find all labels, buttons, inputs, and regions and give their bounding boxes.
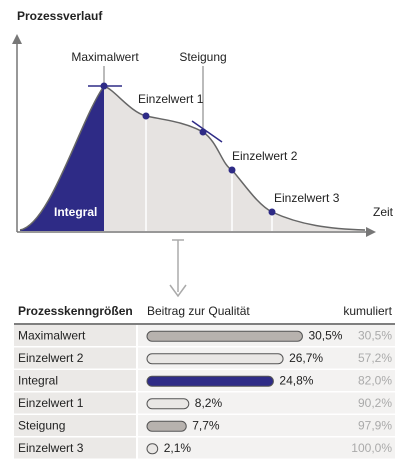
point2-label: Einzelwert 2: [232, 149, 298, 163]
category-label: Einzelwert 1: [18, 396, 84, 410]
bar: [146, 398, 190, 410]
name-cell: [14, 347, 136, 369]
bar-cell: [138, 392, 395, 414]
name-cell: [14, 415, 136, 436]
cumulative-label: 90,2%: [358, 396, 392, 410]
value-label: 2,1%: [164, 441, 192, 455]
diagram-title: Prozessverlauf: [17, 9, 103, 23]
category-label: Einzelwert 3: [18, 441, 84, 455]
process-diagram: [12, 34, 376, 298]
value-label: 24,8%: [279, 373, 313, 387]
bar: [146, 420, 187, 432]
cumulative-label: 57,2%: [358, 351, 392, 365]
name-cell: [14, 325, 136, 346]
area-label: Integral: [54, 205, 97, 219]
cumulative-label: 30,5%: [358, 328, 392, 342]
column-header: Beitrag zur Qualität: [147, 304, 250, 318]
category-label: Integral: [18, 373, 58, 387]
cumulative-label: 100,0%: [351, 441, 392, 455]
category-label: Maximalwert: [18, 328, 86, 342]
bar: [146, 375, 274, 387]
column-header: Prozesskenngrößen: [18, 304, 133, 318]
value-label: 30,5%: [308, 328, 342, 342]
cumulative-label: 82,0%: [358, 373, 392, 387]
peak-label: Maximalwert: [71, 50, 139, 64]
bar: [146, 353, 284, 365]
value-label: 7,7%: [192, 418, 220, 432]
bar: [146, 330, 303, 342]
value-label: 26,7%: [289, 351, 323, 365]
name-cell: [14, 437, 136, 459]
name-cell: [14, 370, 136, 391]
bar-cell: [138, 437, 395, 459]
column-header: kumuliert: [343, 304, 392, 318]
point1-label: Einzelwert 1: [138, 92, 204, 106]
value-label: 8,2%: [195, 396, 223, 410]
x-axis-label: Zeit: [373, 205, 394, 219]
bar-cell: [138, 415, 395, 436]
slope-label: Steigung: [179, 50, 226, 64]
bar: [146, 443, 159, 455]
point3-label: Einzelwert 3: [274, 191, 340, 205]
cumulative-label: 97,9%: [358, 418, 392, 432]
category-label: Steigung: [18, 418, 65, 432]
name-cell: [14, 392, 136, 414]
category-label: Einzelwert 2: [18, 351, 84, 365]
